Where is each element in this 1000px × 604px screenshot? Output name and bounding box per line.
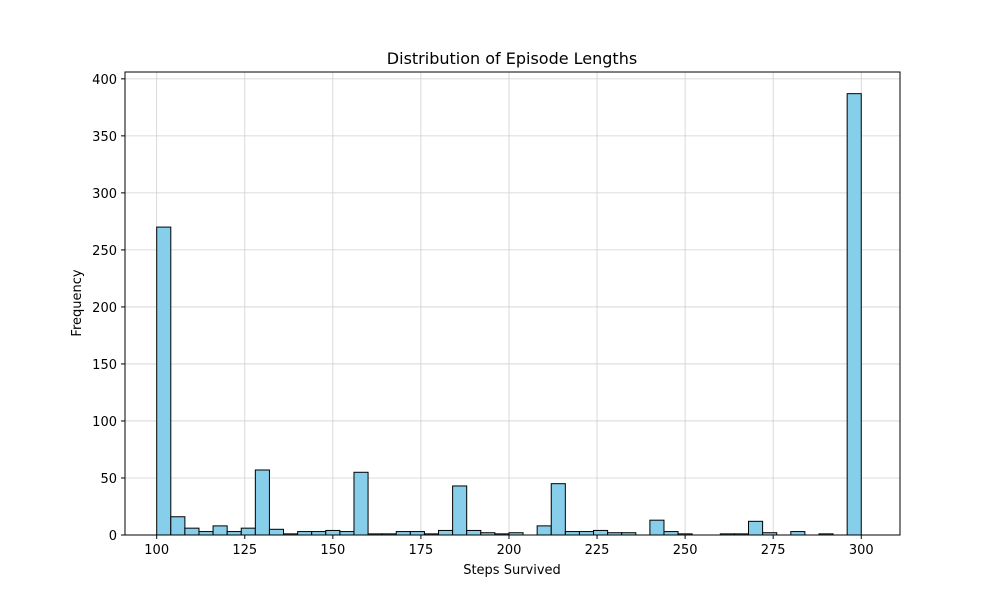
x-axis-label: Steps Survived [463,563,561,578]
plot-frame [124,71,901,536]
histogram-bar [564,531,580,536]
y-tick-label: 400 [92,73,117,88]
x-tick-label: 150 [320,543,345,558]
x-tick-label: 250 [673,543,698,558]
histogram-bar [297,531,313,536]
y-tick-label: 100 [92,415,117,430]
histogram-bar [325,529,341,536]
x-axis-ticks: 100 125 150 175 200 225 250 275 300 [144,535,874,558]
x-tick-label: 100 [144,543,169,558]
histogram-bar [212,525,228,536]
histogram-bar [198,531,214,536]
y-tick-label: 50 [100,472,117,487]
y-tick-label: 250 [92,244,117,259]
histogram-bar [593,529,609,536]
x-tick-label: 175 [408,543,433,558]
y-tick-label: 300 [92,187,117,202]
x-tick-label: 300 [849,543,874,558]
histogram-bar [184,527,200,536]
histogram-bar [438,529,454,536]
histogram-bar [353,471,369,536]
x-tick-label: 275 [761,543,786,558]
histogram-bar [254,469,270,536]
histogram-bar [339,531,355,536]
histogram-bar [395,531,411,536]
histogram-bar [649,519,665,536]
x-tick-label: 225 [585,543,610,558]
y-axis-label: Frequency [70,269,85,336]
x-tick-label: 125 [232,543,257,558]
histogram-bar [846,93,862,536]
histogram-bar [452,485,468,536]
histogram-bars [156,93,862,536]
y-tick-label: 150 [92,358,117,373]
chart-title: Distribution of Episode Lengths [387,49,637,68]
y-tick-label: 0 [109,529,117,544]
histogram-bar [240,527,256,536]
histogram-bar [268,528,285,536]
histogram-bar [748,520,764,536]
histogram-bar [536,525,552,536]
y-axis-ticks: 0 50 100 150 200 250 300 350 400 [92,73,125,544]
histogram-bar [156,226,172,536]
histogram-bar [663,531,679,536]
histogram-bar [550,483,566,536]
histogram-bar [578,531,595,536]
histogram-bar [409,531,425,536]
y-tick-label: 200 [92,301,117,316]
histogram-bar [170,516,186,536]
x-tick-label: 200 [497,543,522,558]
histogram-bar [226,531,242,536]
histogram-bar [466,529,482,536]
histogram-bar [311,531,327,536]
histogram-bar [790,531,806,536]
y-tick-label: 350 [92,130,117,145]
